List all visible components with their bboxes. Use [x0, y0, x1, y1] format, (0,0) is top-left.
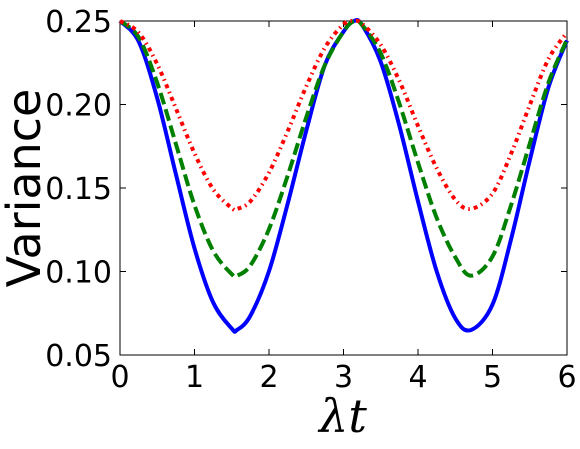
x-tick-label: 3 [334, 360, 353, 395]
x-tick-label: 5 [483, 360, 502, 395]
series-line-dashed-green [118, 18, 569, 280]
x-tick-label: 4 [408, 360, 427, 395]
x-tick-label: 1 [185, 360, 204, 395]
plot-frame [119, 20, 568, 356]
y-tick-label: 0.25 [45, 5, 112, 40]
plot-area [118, 17, 569, 334]
x-axis-title: λt [317, 389, 367, 443]
series-line-dashdot-red [118, 18, 569, 213]
y-tick-label: 0.20 [45, 89, 112, 124]
y-tick-label: 0.10 [45, 256, 112, 291]
series-line-solid-blue [118, 17, 569, 334]
y-tick-label: 0.05 [45, 339, 112, 374]
axis-ticks: 0 1 2 3 4 5 6 0.05 0.10 0.15 0.20 0.25 [45, 5, 576, 395]
y-tick-label: 0.15 [45, 172, 112, 207]
x-tick-label: 2 [259, 360, 278, 395]
x-tick-label: 6 [557, 360, 576, 395]
x-tick-label: 0 [110, 360, 129, 395]
y-axis-title: Variance [0, 89, 51, 288]
